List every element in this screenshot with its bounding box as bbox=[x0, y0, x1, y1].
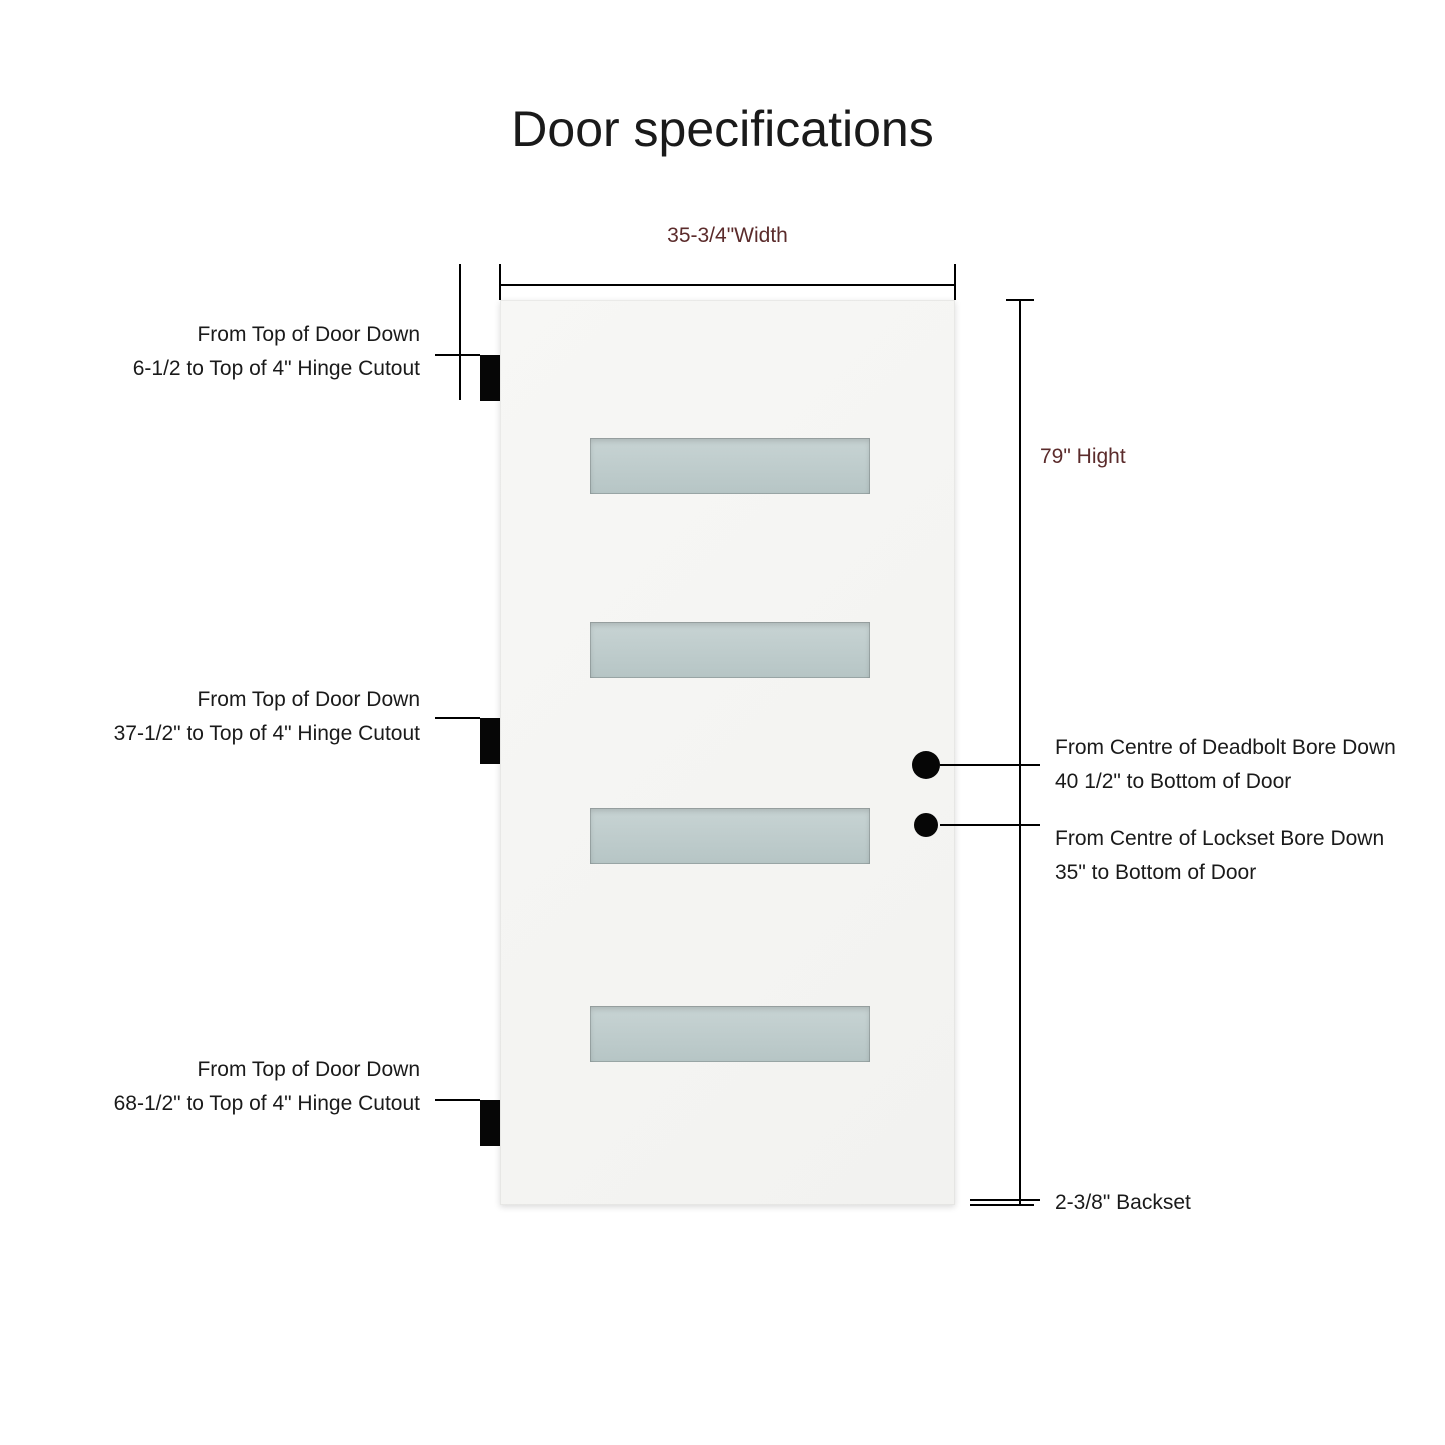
callout-line1: From Centre of Deadbolt Bore Down bbox=[1055, 731, 1396, 765]
page-title: Door specifications bbox=[0, 100, 1445, 158]
dimension-line bbox=[940, 764, 1040, 766]
lockset-bore bbox=[914, 813, 938, 837]
dimension-line bbox=[1019, 300, 1021, 1205]
height-label: 79" Hight bbox=[1040, 445, 1126, 469]
hinge bbox=[480, 1100, 500, 1146]
right-callout: From Centre of Deadbolt Bore Down40 1/2"… bbox=[1055, 731, 1396, 798]
dimension-line bbox=[435, 717, 480, 719]
door-body bbox=[500, 300, 955, 1205]
width-label: 35-3/4"Width bbox=[500, 224, 955, 248]
right-callout: From Centre of Lockset Bore Down35" to B… bbox=[1055, 822, 1384, 889]
glass-panel bbox=[590, 1006, 870, 1062]
hinge bbox=[480, 718, 500, 764]
glass-panel bbox=[590, 622, 870, 678]
callout-line2: 68-1/2" to Top of 4" Hinge Cutout bbox=[114, 1087, 420, 1121]
callout-line1: From Top of Door Down bbox=[114, 1053, 420, 1087]
dimension-line bbox=[940, 824, 1040, 826]
callout-line1: From Top of Door Down bbox=[114, 683, 420, 717]
deadbolt-bore bbox=[912, 751, 940, 779]
callout-line2: 6-1/2 to Top of 4" Hinge Cutout bbox=[133, 352, 420, 386]
glass-panel bbox=[590, 808, 870, 864]
callout-line2: 40 1/2" to Bottom of Door bbox=[1055, 765, 1396, 799]
callout-line2: 35" to Bottom of Door bbox=[1055, 856, 1384, 890]
callout-line1: 2-3/8" Backset bbox=[1055, 1186, 1191, 1220]
diagram-canvas: Door specifications 35-3/4"Width 79" Hig… bbox=[0, 0, 1445, 1445]
right-callout: 2-3/8" Backset bbox=[1055, 1186, 1191, 1220]
dimension-line bbox=[954, 264, 956, 300]
callout-line2: 37-1/2" to Top of 4" Hinge Cutout bbox=[114, 717, 420, 751]
hinge bbox=[480, 355, 500, 401]
dimension-line bbox=[500, 284, 955, 286]
callout-line1: From Centre of Lockset Bore Down bbox=[1055, 822, 1384, 856]
glass-panel bbox=[590, 438, 870, 494]
dimension-line bbox=[1006, 299, 1034, 301]
hinge-callout: From Top of Door Down37-1/2" to Top of 4… bbox=[114, 683, 420, 750]
dimension-line bbox=[435, 1099, 480, 1101]
callout-line1: From Top of Door Down bbox=[133, 318, 420, 352]
dimension-line bbox=[435, 354, 480, 356]
dimension-line bbox=[970, 1204, 1034, 1206]
dimension-line bbox=[499, 264, 501, 300]
dimension-line bbox=[970, 1199, 1040, 1201]
hinge-callout: From Top of Door Down6-1/2 to Top of 4" … bbox=[133, 318, 420, 385]
dimension-line bbox=[459, 264, 461, 400]
hinge-callout: From Top of Door Down68-1/2" to Top of 4… bbox=[114, 1053, 420, 1120]
